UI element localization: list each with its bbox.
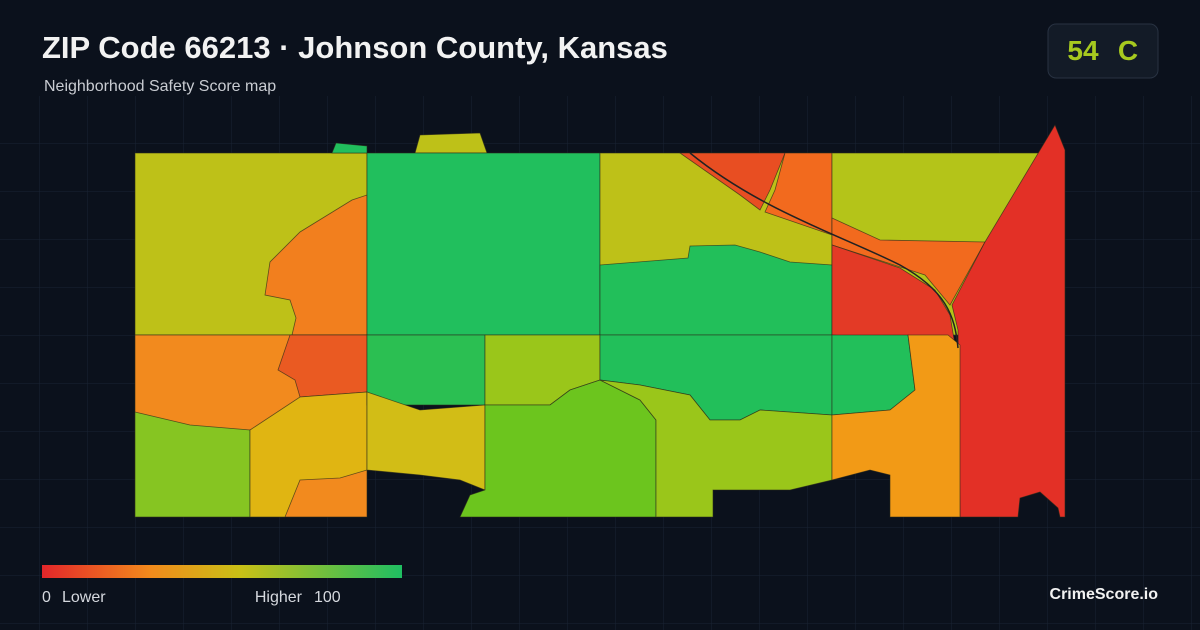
badge-box bbox=[1047, 23, 1159, 79]
region bbox=[249, 391, 368, 518]
brand: CrimeScore.io bbox=[1050, 586, 1159, 603]
region bbox=[366, 391, 486, 491]
region bbox=[764, 152, 833, 236]
map bbox=[134, 124, 1066, 518]
region bbox=[366, 334, 486, 406]
title: ZIP Code 66213 · Johnson County, Kansas bbox=[42, 30, 668, 65]
legend-max: 100 bbox=[314, 589, 341, 606]
region bbox=[366, 152, 601, 336]
region bbox=[951, 124, 1066, 518]
subtitle: Neighborhood Safety Score map bbox=[44, 78, 276, 95]
region bbox=[331, 142, 368, 154]
score-grade: C bbox=[1118, 35, 1138, 66]
legend-min-label: Lower bbox=[62, 589, 106, 606]
region bbox=[414, 132, 488, 154]
score-value: 54 bbox=[1067, 35, 1099, 66]
legend-bar bbox=[42, 565, 402, 578]
legend-min: 0 bbox=[42, 589, 51, 606]
score-badge: 54 C bbox=[1047, 23, 1159, 79]
region bbox=[678, 152, 786, 211]
legend: 0 Lower Higher 100 bbox=[42, 565, 402, 606]
legend-max-label: Higher bbox=[255, 589, 303, 606]
highway bbox=[689, 152, 959, 349]
